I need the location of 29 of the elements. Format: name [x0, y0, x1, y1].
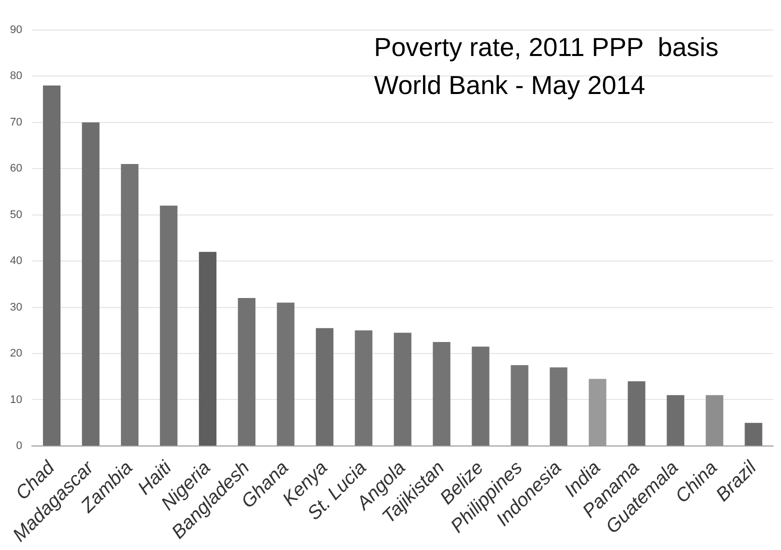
y-tick-label: 90	[10, 24, 22, 36]
bar	[42, 85, 60, 446]
y-tick-label: 30	[10, 301, 22, 314]
bar	[238, 298, 256, 446]
bar	[198, 252, 216, 446]
bar	[276, 302, 294, 446]
bar	[550, 367, 568, 446]
bar	[394, 332, 412, 446]
bar	[510, 365, 528, 446]
bar	[82, 122, 100, 446]
bar	[472, 346, 490, 446]
bar	[744, 422, 762, 446]
chart-title: Poverty rate, 2011 PPP basis	[374, 32, 718, 62]
y-tick-label: 20	[10, 348, 22, 360]
y-tick-label: 0	[16, 440, 22, 452]
y-tick-label: 40	[10, 255, 22, 268]
bar	[120, 164, 138, 446]
bar	[354, 330, 372, 446]
y-tick-label: 60	[10, 162, 22, 175]
bar	[160, 206, 178, 446]
y-tick-label: 80	[10, 70, 22, 82]
y-tick-label: 10	[10, 394, 22, 406]
text: World Bank - May 2014	[374, 70, 646, 100]
y-tick-label: 50	[10, 208, 22, 221]
bar	[432, 342, 450, 446]
bar	[628, 381, 646, 446]
bar	[666, 395, 684, 446]
y-tick-label: 70	[10, 116, 22, 128]
bar	[316, 328, 334, 446]
